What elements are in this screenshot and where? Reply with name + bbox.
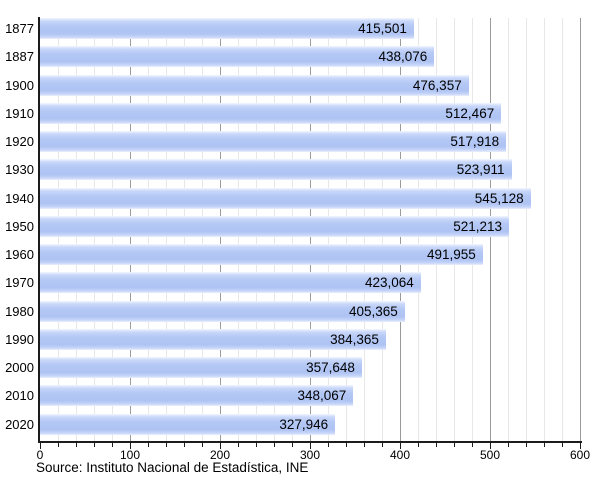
axis-tick-minor <box>346 443 347 447</box>
axis-tick-label: 200 <box>209 448 231 462</box>
bar-value-label: 348,067 <box>297 388 347 404</box>
axis-tick-minor <box>364 443 365 447</box>
axis-tick-major <box>130 443 131 449</box>
category-label: 1930 <box>5 162 34 178</box>
bar-value-label: 405,365 <box>349 303 398 319</box>
category-label: 1900 <box>5 77 34 93</box>
axis-tick-minor <box>256 443 257 447</box>
axis-tick-label: 0 <box>36 448 44 462</box>
axis-tick-minor <box>544 443 545 447</box>
bar-2000: 357,648 <box>40 357 362 379</box>
gridline-major <box>580 18 581 442</box>
category-label: 1877 <box>5 21 34 36</box>
category-label: 1960 <box>5 247 34 263</box>
bar-value-label: 517,918 <box>450 134 500 150</box>
axis-tick-minor <box>562 443 563 447</box>
axis-tick-minor <box>58 443 59 447</box>
bar-2010: 348,067 <box>40 385 354 407</box>
bar-value-label: 512,467 <box>445 105 495 121</box>
bar-value-label: 438,076 <box>378 49 428 65</box>
bar-value-label: 384,365 <box>330 331 379 347</box>
axis-tick-major <box>220 443 221 449</box>
category-label: 2020 <box>5 416 34 432</box>
category-label: 1920 <box>5 134 34 150</box>
axis-tick-minor <box>292 443 293 447</box>
bar-1970: 423,064 <box>40 272 421 294</box>
axis-tick-minor <box>202 443 203 447</box>
bar-1990: 384,365 <box>40 328 386 350</box>
bar-1950: 521,213 <box>40 215 510 237</box>
axis-tick-minor <box>436 443 437 447</box>
axis-tick-minor <box>454 443 455 447</box>
axis-tick-label: 400 <box>389 448 411 462</box>
bar-1980: 405,365 <box>40 300 405 322</box>
axis-tick-minor <box>274 443 275 447</box>
bar-value-label: 357,648 <box>306 360 355 376</box>
category-label: 1950 <box>5 218 34 234</box>
bar-value-label: 545,128 <box>474 190 524 206</box>
category-label: 1910 <box>5 105 34 121</box>
bar-1940: 545,128 <box>40 187 531 209</box>
x-axis-line <box>38 441 582 443</box>
axis-tick-label: 500 <box>479 448 501 462</box>
bar-2020: 327,946 <box>40 413 336 435</box>
bar-1920: 517,918 <box>40 131 507 153</box>
axis-tick-label: 300 <box>299 448 321 462</box>
category-label: 1990 <box>5 331 34 347</box>
bar-value-label: 523,911 <box>456 162 505 178</box>
axis-tick-minor <box>94 443 95 447</box>
bar-value-label: 521,213 <box>453 218 503 234</box>
gridline-minor <box>526 18 527 442</box>
bar-value-label: 476,357 <box>412 77 462 93</box>
bar-1930: 523,911 <box>40 159 512 181</box>
axis-tick-major <box>490 443 491 449</box>
axis-tick-minor <box>328 443 329 447</box>
category-label: 2000 <box>5 360 34 376</box>
gridline-minor <box>562 18 563 442</box>
bar-1900: 476,357 <box>40 74 469 96</box>
axis-tick-minor <box>184 443 185 447</box>
axis-tick-major <box>310 443 311 449</box>
axis-tick-minor <box>148 443 149 447</box>
category-label: 1887 <box>5 49 34 65</box>
bar-1877: 415,501 <box>40 18 414 39</box>
source-caption: Source: Instituto Nacional de Estadístic… <box>36 460 309 475</box>
axis-tick-minor <box>472 443 473 447</box>
axis-tick-minor <box>112 443 113 447</box>
gridline-minor <box>544 18 545 442</box>
axis-tick-minor <box>418 443 419 447</box>
axis-tick-minor <box>526 443 527 447</box>
y-axis-line <box>38 17 40 443</box>
axis-tick-label: 600 <box>569 448 591 462</box>
plot-area: 415,501 438,076 476,357 512,467 517,918 523,9… <box>40 18 581 442</box>
axis-tick-minor <box>76 443 77 447</box>
axis-tick-major <box>580 443 581 449</box>
bar-value-label: 415,501 <box>358 21 407 36</box>
axis-tick-label: 100 <box>119 448 141 462</box>
category-label: 1940 <box>5 190 34 206</box>
bar-value-label: 327,946 <box>279 416 329 432</box>
category-label: 1970 <box>5 275 34 291</box>
axis-tick-major <box>400 443 401 449</box>
axis-tick-major <box>40 443 41 449</box>
axis-tick-minor <box>382 443 383 447</box>
bar-1910: 512,467 <box>40 102 502 124</box>
bar-value-label: 423,064 <box>364 275 414 291</box>
bar-1960: 491,955 <box>40 244 483 266</box>
category-label: 2010 <box>5 388 34 404</box>
category-label: 1980 <box>5 303 34 319</box>
axis-tick-minor <box>508 443 509 447</box>
axis-tick-minor <box>166 443 167 447</box>
bar-1887: 438,076 <box>40 46 435 68</box>
axis-tick-minor <box>238 443 239 447</box>
bar-value-label: 491,955 <box>426 247 476 263</box>
